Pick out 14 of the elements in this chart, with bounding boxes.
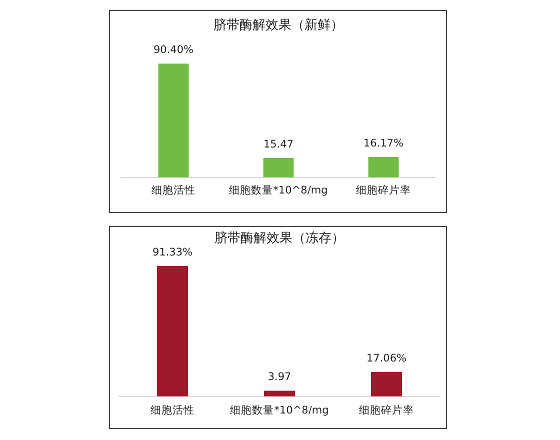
data-label: 90.40% (153, 44, 194, 56)
x-tick-label: 细胞碎片率 (359, 403, 414, 416)
data-label: 17.06% (366, 352, 407, 365)
x-tick-label: 细胞活性 (152, 184, 196, 196)
data-label: 16.17% (363, 138, 404, 150)
chart-title: 脐带酶解效果（冻存） (214, 231, 344, 246)
chart-title: 脐带酶解效果（新鲜） (214, 18, 344, 34)
x-tick-label: 细胞碎片率 (356, 183, 411, 196)
data-label: 91.33% (152, 246, 193, 258)
x-tick-label: 细胞数量*10^8/mg (229, 184, 328, 196)
x-tick-label: 细胞数量*10^8/mg (230, 404, 329, 416)
data-label: 15.47 (263, 138, 294, 150)
x-tick-label: 细胞活性 (150, 404, 194, 416)
data-label: 3.97 (268, 371, 292, 384)
